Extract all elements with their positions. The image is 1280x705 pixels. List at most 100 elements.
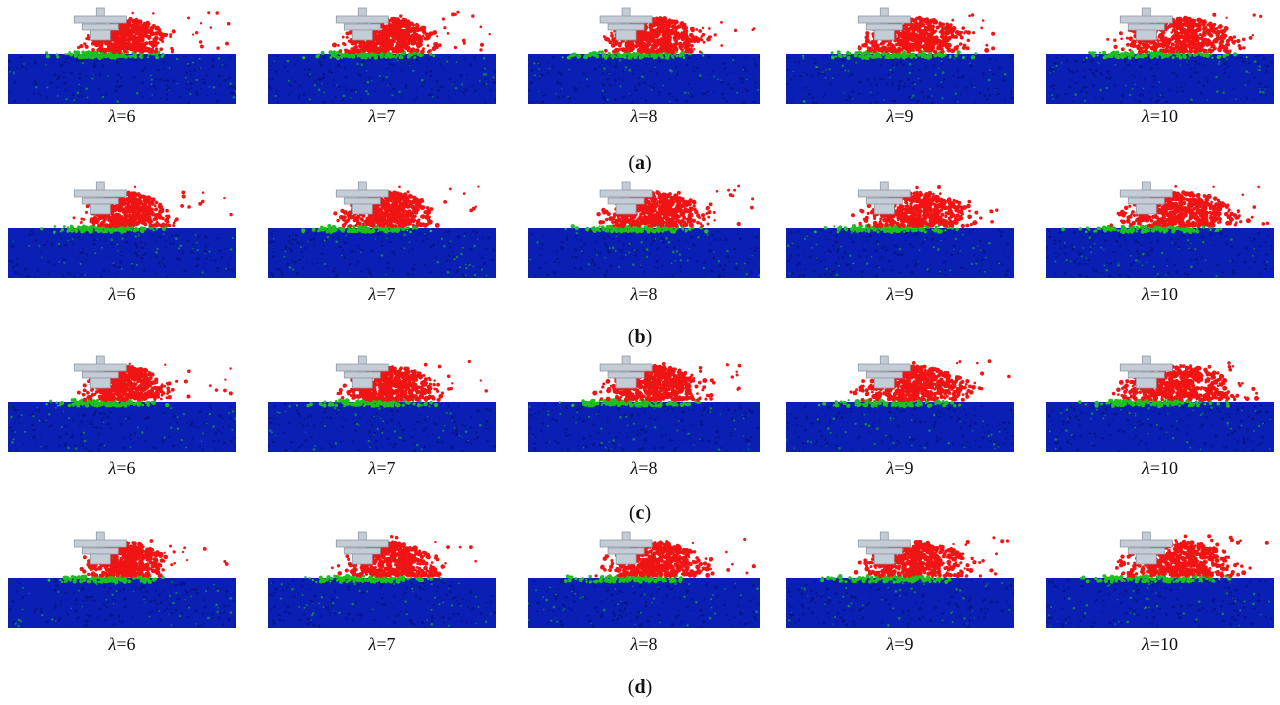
lambda-symbol: λ <box>630 106 639 126</box>
soil-particles <box>786 403 1014 452</box>
caption-letter: d <box>634 676 646 698</box>
rotary-blade-icon <box>73 531 127 565</box>
simulation-panel-a-3 <box>786 7 1014 104</box>
simulation-panel-d-3 <box>786 531 1014 628</box>
subfigure-caption: (b) <box>600 326 680 348</box>
disturbed-particles <box>558 398 702 408</box>
lambda-symbol: λ <box>108 106 117 126</box>
lambda-symbol: λ <box>368 106 377 126</box>
simulation-panel-a-4 <box>1046 7 1274 104</box>
rotary-blade-icon <box>73 181 127 215</box>
lambda-value: =9 <box>894 106 914 126</box>
thrown-particles <box>76 362 233 403</box>
lambda-value: =7 <box>376 284 396 304</box>
caption-close-paren: ) <box>645 676 653 698</box>
soil-particles <box>529 228 760 278</box>
lambda-symbol: λ <box>1142 106 1150 126</box>
soil-particles <box>268 579 496 628</box>
lambda-label: λ=9 <box>840 106 960 126</box>
soil-bed <box>8 402 236 452</box>
lambda-label: λ=8 <box>584 284 704 304</box>
simulation-panel-d-1 <box>268 531 496 628</box>
rotary-blade-icon <box>857 181 911 215</box>
simulation-panel-c-2 <box>528 355 760 452</box>
lambda-value: =9 <box>894 634 914 654</box>
lambda-label: λ=7 <box>322 106 442 126</box>
caption-close-paren: ) <box>645 326 653 348</box>
soil-particles <box>268 229 495 278</box>
rotary-blade-icon <box>1119 181 1173 215</box>
thrown-particles <box>330 535 477 578</box>
rotary-blade-icon <box>857 7 911 41</box>
lambda-symbol: λ <box>108 458 117 478</box>
thrown-particles <box>1114 534 1269 579</box>
lambda-value: =6 <box>116 634 136 654</box>
soil-bed <box>786 54 1014 104</box>
soil-particles <box>8 55 236 104</box>
rotary-blade-icon <box>599 7 653 41</box>
simulation-panel-c-1 <box>268 355 496 452</box>
thrown-particles <box>851 185 999 229</box>
lambda-symbol: λ <box>630 458 639 478</box>
soil-bed <box>1046 54 1274 104</box>
simulation-panel-b-4 <box>1046 181 1274 278</box>
disturbed-particles <box>1078 398 1230 409</box>
soil-particles <box>528 402 760 452</box>
caption-close-paren: ) <box>645 152 652 174</box>
lambda-value: =6 <box>116 106 136 126</box>
lambda-value: =6 <box>116 458 136 478</box>
caption-close-paren: ) <box>644 502 652 524</box>
lambda-label: λ=8 <box>584 458 704 478</box>
rotary-blade-icon <box>1119 355 1173 389</box>
lambda-value: =9 <box>894 458 914 478</box>
rotary-blade-icon <box>599 181 653 215</box>
lambda-symbol: λ <box>368 284 377 304</box>
simulation-panel-b-0 <box>8 181 236 278</box>
soil-bed <box>1046 402 1274 452</box>
soil-particles <box>9 578 236 628</box>
lambda-label: λ=8 <box>584 106 704 126</box>
soil-particles <box>1047 403 1274 452</box>
lambda-value: =10 <box>1149 284 1178 304</box>
lambda-label: λ=6 <box>62 458 182 478</box>
soil-particles <box>787 579 1014 628</box>
soil-bed <box>528 578 760 628</box>
simulation-panel-b-3 <box>786 181 1014 278</box>
thrown-particles <box>857 13 996 54</box>
lambda-label: λ=7 <box>322 458 442 478</box>
lambda-symbol: λ <box>886 284 895 304</box>
lambda-symbol: λ <box>886 106 895 126</box>
soil-bed <box>268 402 496 452</box>
subfigure-caption: (a) <box>600 152 680 174</box>
caption-letter: b <box>634 326 646 348</box>
soil-particles <box>8 229 235 278</box>
simulation-panel-c-3 <box>786 355 1014 452</box>
thrown-particles <box>336 359 488 403</box>
simulation-panel-d-4 <box>1046 531 1274 628</box>
simulation-panel-a-0 <box>8 7 236 104</box>
rotary-blade-icon <box>335 355 389 389</box>
lambda-value: =7 <box>376 634 396 654</box>
lambda-value: =8 <box>638 634 658 654</box>
lambda-value: =8 <box>638 106 658 126</box>
soil-particles <box>528 579 760 628</box>
soil-particles <box>528 55 760 104</box>
lambda-symbol: λ <box>886 634 895 654</box>
lambda-symbol: λ <box>1142 634 1150 654</box>
lambda-value: =10 <box>1149 634 1178 654</box>
soil-particles <box>1047 55 1274 104</box>
disturbed-particles <box>564 223 709 234</box>
lambda-value: =8 <box>638 458 658 478</box>
simulation-panel-d-2 <box>528 531 760 628</box>
caption-letter: c <box>635 502 645 524</box>
lambda-symbol: λ <box>368 634 377 654</box>
caption-open-paren: ( <box>627 326 635 348</box>
thrown-particles <box>76 11 231 55</box>
caption-letter: a <box>635 152 645 174</box>
simulation-panel-b-2 <box>528 181 760 278</box>
caption-open-paren: ( <box>628 152 635 174</box>
simulation-panel-a-2 <box>528 7 760 104</box>
lambda-label: λ=10 <box>1100 106 1220 126</box>
soil-bed <box>8 228 236 278</box>
lambda-symbol: λ <box>1142 458 1150 478</box>
